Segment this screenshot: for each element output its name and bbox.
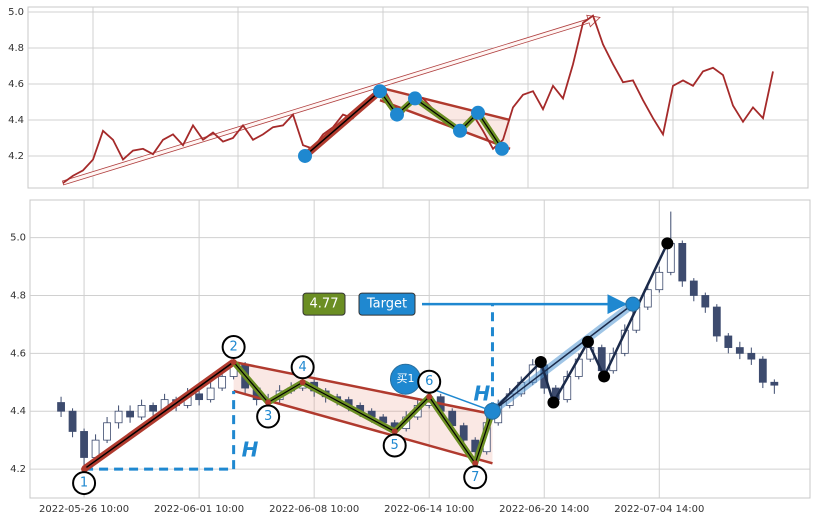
x-tick-label: 2022-06-08 10:00 — [269, 504, 359, 515]
y-tick-label: 4.4 — [10, 406, 26, 417]
candle-body — [80, 431, 88, 458]
point-label: 3 — [264, 409, 272, 424]
candle-body — [459, 425, 468, 441]
point-badge — [221, 335, 246, 360]
h-label: H — [473, 382, 490, 406]
x-tick-label: 2022-06-20 14:00 — [499, 504, 589, 515]
y-tick-label: 5.0 — [8, 7, 24, 18]
candle-body — [218, 376, 227, 389]
target-value-box — [302, 292, 346, 316]
candle-body — [57, 402, 65, 412]
leg-red-core — [304, 90, 381, 157]
x-tick-label: 2022-06-01 10:00 — [154, 504, 244, 515]
point-badge — [290, 355, 315, 380]
channel-line — [233, 360, 493, 416]
channel-line — [233, 389, 493, 465]
pattern-point — [408, 91, 422, 106]
y-tick-label: 4.4 — [8, 115, 24, 126]
point-badge — [417, 369, 442, 394]
candle-body — [747, 352, 756, 360]
point-label: 2 — [229, 340, 237, 355]
point-label: 4 — [299, 360, 307, 375]
pattern-point — [472, 460, 479, 467]
candle-body — [68, 410, 77, 432]
point-badge — [463, 465, 488, 490]
pattern-point — [81, 466, 88, 473]
pattern-point — [373, 84, 387, 99]
pattern-point — [265, 399, 272, 406]
candle-body — [643, 289, 652, 308]
y-tick-label: 5.0 — [10, 233, 26, 244]
candle-body — [114, 410, 123, 424]
point-badge — [256, 404, 281, 429]
y-tick-label: 4.8 — [8, 43, 24, 54]
point-badge — [72, 471, 97, 496]
pattern-point — [299, 379, 306, 386]
target-text: Target — [366, 297, 407, 312]
candle-body — [735, 347, 744, 354]
buy-label: 买1 — [396, 372, 414, 385]
x-tick-label: 2022-06-14 10:00 — [384, 504, 474, 515]
pattern-point — [471, 105, 485, 120]
pattern-point — [230, 359, 237, 366]
point-label: 1 — [80, 476, 88, 491]
target-point — [625, 296, 641, 312]
h-label: H — [242, 438, 259, 462]
candle-body — [724, 335, 733, 348]
pattern-point — [390, 107, 404, 122]
point-label: 7 — [471, 470, 479, 485]
after-point — [581, 335, 594, 348]
after-zigzag — [491, 242, 669, 413]
point-label: 6 — [425, 374, 433, 389]
candle-body — [149, 405, 157, 412]
top-frame — [27, 6, 809, 189]
y-tick-label: 4.6 — [10, 348, 26, 359]
pattern-point — [426, 393, 433, 400]
candle-body — [770, 381, 779, 386]
candle-body — [678, 242, 687, 282]
leg-red-core — [83, 361, 235, 470]
after-point — [547, 396, 560, 409]
point-label: 5 — [391, 438, 399, 453]
bottom-frame — [29, 199, 811, 499]
target-box — [358, 292, 416, 316]
pattern-point — [391, 428, 398, 435]
point-badge — [382, 433, 407, 458]
y-tick-label: 4.8 — [10, 290, 26, 301]
pattern-point — [453, 123, 467, 138]
x-tick-label: 2022-07-04 14:00 — [614, 504, 704, 515]
pattern-point — [495, 141, 509, 156]
channel-line — [379, 86, 511, 122]
candle-body — [712, 306, 721, 337]
candle-body — [137, 405, 146, 418]
after-point — [534, 356, 547, 369]
candle-body — [195, 393, 204, 401]
candle-body — [701, 295, 710, 308]
y-tick-label: 4.2 — [8, 151, 24, 162]
candle-body — [103, 422, 111, 441]
pattern-point — [298, 148, 312, 163]
candle-body — [655, 271, 664, 291]
candle-body — [758, 358, 767, 383]
y-tick-label: 4.2 — [10, 464, 26, 475]
target-line — [492, 303, 634, 412]
after-point — [661, 237, 674, 250]
y-tick-label: 4.6 — [8, 79, 24, 90]
target-value: 4.77 — [310, 297, 339, 312]
candle-body — [689, 280, 698, 296]
candle-body — [206, 387, 215, 401]
x-tick-label: 2022-05-26 10:00 — [39, 504, 129, 515]
candle-body — [126, 410, 134, 418]
after-point — [598, 370, 611, 383]
